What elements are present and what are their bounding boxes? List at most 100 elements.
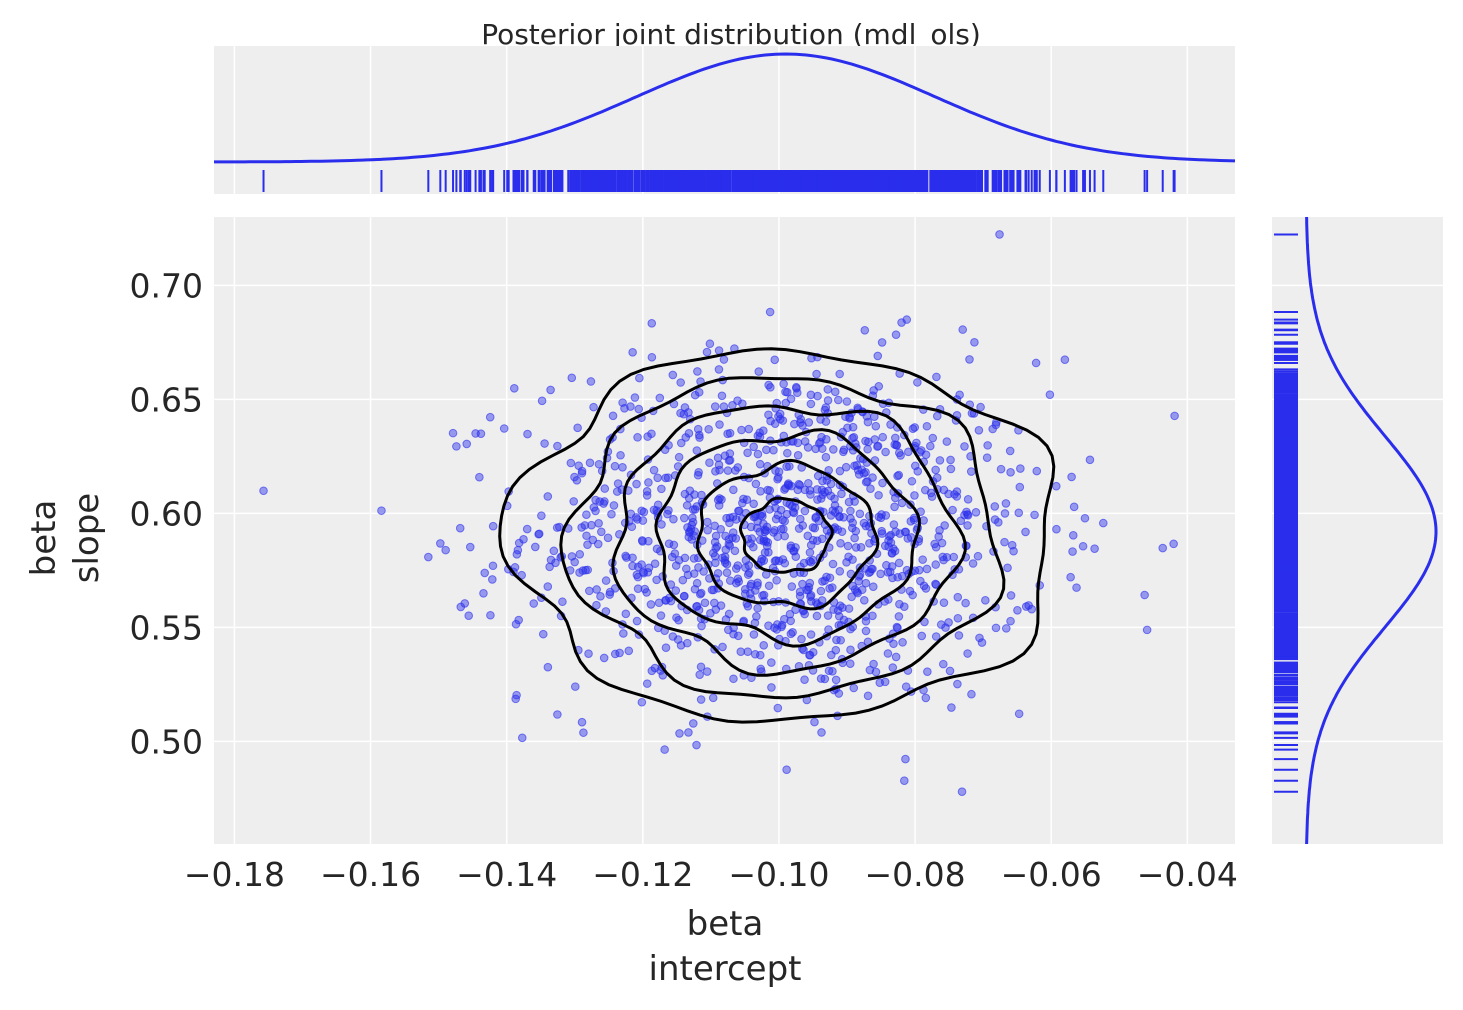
scatter-point xyxy=(833,395,843,405)
scatter-point xyxy=(637,560,646,569)
scatter-point xyxy=(878,478,887,488)
scatter-point xyxy=(779,614,789,624)
scatter-point xyxy=(632,616,642,626)
scatter-point xyxy=(818,577,827,586)
scatter-point xyxy=(733,631,743,641)
scatter-point xyxy=(746,581,755,591)
scatter-point xyxy=(946,464,956,474)
scatter-point xyxy=(695,433,704,442)
scatter-point xyxy=(684,728,693,737)
scatter-point xyxy=(723,429,732,439)
scatter-point xyxy=(749,630,759,639)
scatter-point xyxy=(975,633,984,643)
scatter-point xyxy=(945,666,955,676)
right-marginal-grid xyxy=(1272,284,1443,743)
scatter-point xyxy=(710,402,720,411)
scatter-point xyxy=(805,556,814,566)
scatter-point xyxy=(455,523,465,533)
scatter-point xyxy=(812,369,821,379)
scatter-point xyxy=(851,526,861,536)
scatter-point xyxy=(710,598,719,608)
scatter-point xyxy=(1158,543,1168,553)
scatter-point xyxy=(653,473,662,483)
scatter-point xyxy=(740,589,750,598)
scatter-point xyxy=(678,575,688,585)
scatter-point xyxy=(644,478,653,487)
scatter-point xyxy=(932,372,941,382)
scatter-point xyxy=(704,424,713,434)
scatter-point xyxy=(736,647,746,657)
scatter-point xyxy=(514,615,523,625)
scatter-point xyxy=(749,542,758,552)
scatter-point xyxy=(919,581,929,591)
scatter-point xyxy=(759,556,769,565)
scatter-point xyxy=(996,464,1006,474)
scatter-point xyxy=(861,477,871,487)
scatter-point xyxy=(517,570,526,580)
scatter-point xyxy=(847,592,856,602)
scatter-point xyxy=(921,450,931,460)
scatter-point xyxy=(743,647,753,656)
scatter-point xyxy=(597,527,606,537)
scatter-point xyxy=(553,710,562,719)
scatter-point xyxy=(764,548,773,557)
scatter-point xyxy=(717,391,727,401)
top-marginal-rug xyxy=(262,170,1176,192)
scatter-point xyxy=(708,693,718,703)
scatter-point xyxy=(543,492,553,501)
scatter-point xyxy=(967,689,976,699)
scatter-point xyxy=(1078,541,1088,551)
scatter-point xyxy=(537,396,547,406)
scatter-point xyxy=(845,659,855,669)
scatter-point xyxy=(940,521,949,530)
scatter-point xyxy=(684,493,694,503)
scatter-point xyxy=(517,733,527,743)
scatter-point xyxy=(849,683,859,693)
scatter-point xyxy=(746,522,756,532)
scatter-point xyxy=(657,484,666,494)
scatter-point xyxy=(810,717,819,727)
scatter-point xyxy=(594,518,603,528)
scatter-point xyxy=(762,445,771,455)
x-tick-label: −0.14 xyxy=(456,855,557,894)
scatter-point xyxy=(877,338,887,347)
scatter-point xyxy=(1045,390,1055,399)
scatter-point xyxy=(973,551,983,561)
scatter-point xyxy=(891,330,901,340)
scatter-point xyxy=(907,476,917,486)
scatter-point xyxy=(888,573,897,583)
scatter-point xyxy=(1060,355,1070,364)
scatter-point xyxy=(676,641,686,650)
scatter-point xyxy=(594,459,604,469)
scatter-point xyxy=(628,553,637,563)
scatter-point xyxy=(709,585,718,595)
scatter-point xyxy=(955,390,964,400)
scatter-point xyxy=(828,583,837,592)
x-axis-label-line1: beta xyxy=(687,904,764,944)
scatter-point xyxy=(619,629,628,638)
y-tick-label: 0.65 xyxy=(130,380,203,419)
scatter-point xyxy=(553,441,562,451)
scatter-point xyxy=(723,466,733,475)
scatter-point xyxy=(941,623,950,632)
scatter-point xyxy=(877,529,887,538)
scatter-point xyxy=(596,592,605,601)
scatter-point xyxy=(750,649,760,659)
scatter-point xyxy=(620,403,629,413)
scatter-point xyxy=(968,559,978,568)
scatter-point xyxy=(927,492,937,501)
scatter-point xyxy=(667,552,677,562)
scatter-point xyxy=(935,525,944,535)
scatter-point xyxy=(1001,499,1011,508)
scatter-point xyxy=(753,603,762,613)
scatter-point xyxy=(612,487,622,496)
scatter-point xyxy=(259,486,268,496)
scatter-point xyxy=(537,511,546,520)
scatter-point xyxy=(699,567,708,576)
scatter-point xyxy=(722,568,732,577)
scatter-point xyxy=(729,629,738,639)
scatter-point xyxy=(624,646,634,656)
scatter-point xyxy=(887,549,897,558)
scatter-point xyxy=(948,505,957,515)
scatter-point xyxy=(880,677,890,687)
